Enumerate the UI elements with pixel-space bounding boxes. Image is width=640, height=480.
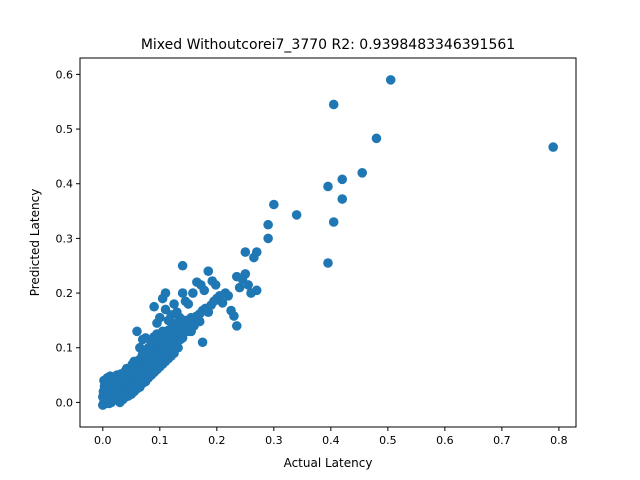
x-axis-label: Actual Latency (284, 456, 373, 470)
data-point (234, 282, 245, 293)
x-tick-label: 0.2 (208, 434, 226, 447)
x-tick-label: 0.0 (94, 434, 112, 447)
x-tick-label: 0.3 (265, 434, 283, 447)
plot-area-frame (79, 57, 577, 428)
x-tick-label: 0.5 (379, 434, 397, 447)
data-point (132, 326, 142, 337)
data-point (210, 280, 221, 290)
y-tick-label: 0.0 (56, 396, 74, 409)
data-point (243, 280, 253, 290)
x-tick-label: 0.6 (436, 434, 454, 447)
data-point (197, 337, 208, 348)
data-point (177, 288, 188, 298)
y-tick-label: 0.5 (56, 123, 74, 136)
data-point (105, 371, 116, 381)
points-layer (98, 75, 558, 410)
data-point (323, 181, 333, 192)
data-point (269, 199, 279, 210)
data-point (223, 291, 234, 301)
data-point (169, 348, 179, 359)
y-tick-label: 0.1 (56, 342, 74, 355)
data-point (240, 269, 251, 279)
data-point (203, 266, 214, 277)
data-point (177, 333, 188, 343)
data-point (135, 342, 145, 353)
data-point (131, 362, 141, 372)
data-point (160, 288, 171, 298)
data-point (177, 260, 188, 271)
data-point (110, 380, 121, 390)
data-point (229, 311, 239, 321)
data-point (240, 247, 251, 257)
data-point (251, 247, 262, 257)
data-point (180, 323, 191, 334)
data-point (263, 219, 273, 230)
data-point (104, 398, 114, 409)
y-tick-label: 0.6 (56, 68, 74, 81)
data-point (291, 210, 302, 220)
data-point (149, 301, 159, 312)
data-point (163, 315, 174, 326)
data-point (194, 316, 205, 327)
x-tick-label: 0.7 (493, 434, 511, 447)
data-point (328, 217, 339, 227)
x-tick-label: 0.8 (550, 434, 568, 447)
x-tick-label: 0.4 (322, 434, 340, 447)
y-axis: 0.0 0.1 0.2 0.3 0.4 0.5 0.6 (56, 68, 80, 409)
data-point (548, 142, 558, 152)
data-point (160, 304, 171, 315)
chart-title: Mixed Withoutcorei7_3770 R2: 0.939848334… (141, 37, 515, 53)
data-point (251, 285, 262, 296)
data-point (169, 299, 179, 309)
data-point (328, 99, 339, 110)
data-point (337, 174, 348, 185)
data-point (323, 258, 333, 268)
data-point (172, 321, 182, 331)
y-tick-label: 0.4 (56, 178, 74, 191)
data-point (263, 233, 273, 244)
data-point (103, 391, 113, 401)
data-point (337, 194, 348, 204)
data-point (152, 318, 162, 328)
x-axis: 0.0 0.1 0.2 0.3 0.4 0.5 0.6 0.7 0.8 (94, 427, 568, 447)
data-point (385, 75, 396, 85)
data-point (188, 288, 198, 298)
data-point (217, 298, 228, 308)
data-point (199, 285, 210, 296)
y-axis-label: Predicted Latency (28, 189, 42, 297)
data-point (231, 271, 242, 282)
y-tick-label: 0.2 (56, 287, 74, 300)
x-tick-label: 0.1 (151, 434, 169, 447)
data-point (183, 299, 194, 309)
data-point (231, 321, 242, 331)
data-point (371, 133, 382, 144)
y-tick-label: 0.3 (56, 232, 74, 245)
data-point (357, 168, 368, 178)
